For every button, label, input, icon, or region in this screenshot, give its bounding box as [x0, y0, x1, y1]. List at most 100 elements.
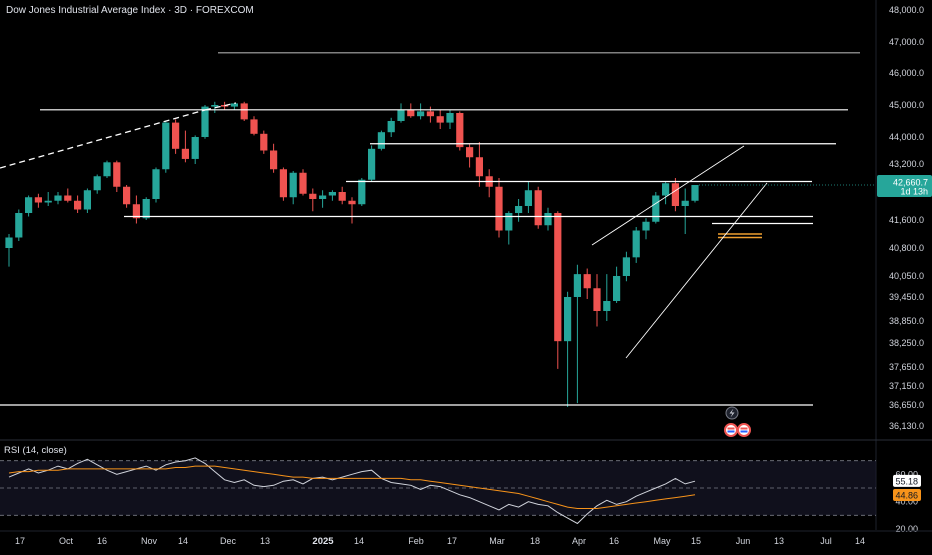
wedge-lower-line[interactable]: [625, 182, 768, 359]
candle-up[interactable]: [505, 213, 513, 231]
candle-down[interactable]: [64, 195, 72, 201]
candle-up[interactable]: [691, 185, 699, 201]
time-axis-label: Oct: [59, 536, 74, 546]
time-axis-label: 13: [774, 536, 784, 546]
candle-up[interactable]: [83, 190, 91, 210]
candle-down[interactable]: [583, 274, 591, 289]
candle-up[interactable]: [103, 162, 111, 177]
candle-up[interactable]: [201, 106, 209, 137]
price-axis-label: 39,450.0: [889, 292, 924, 302]
candle-up[interactable]: [632, 230, 640, 258]
candle-up[interactable]: [622, 257, 630, 276]
candle-up[interactable]: [397, 109, 405, 121]
rsi-ma-line[interactable]: [8, 465, 696, 509]
candle-up[interactable]: [319, 195, 327, 200]
candle-up[interactable]: [230, 103, 238, 107]
time-axis-label: May: [653, 536, 671, 546]
candle-up[interactable]: [564, 297, 572, 342]
candle-up[interactable]: [93, 176, 101, 191]
time-axis-label: 17: [447, 536, 457, 546]
rsi-axis-label: 40.00: [895, 497, 918, 507]
candle-up[interactable]: [544, 213, 552, 226]
candle-down[interactable]: [260, 133, 268, 151]
candle-up[interactable]: [515, 206, 523, 213]
candle-up[interactable]: [142, 199, 150, 219]
candle-up[interactable]: [328, 192, 336, 196]
candle-up[interactable]: [387, 121, 395, 133]
candle-down[interactable]: [240, 103, 248, 120]
flag-stripe: [740, 427, 748, 430]
time-axis-label: Jun: [736, 536, 751, 546]
candle-down[interactable]: [338, 192, 346, 201]
candle-down[interactable]: [132, 204, 140, 219]
price-axis-label: 40,050.0: [889, 271, 924, 281]
time-axis-label: Feb: [408, 536, 424, 546]
candle-down[interactable]: [554, 213, 562, 342]
candle-down[interactable]: [250, 119, 258, 134]
candle-down[interactable]: [172, 122, 180, 149]
candle-down[interactable]: [34, 197, 42, 203]
candle-up[interactable]: [191, 137, 199, 159]
rsi-axis-label: 60.00: [895, 469, 918, 479]
candle-down[interactable]: [407, 109, 415, 117]
candle-up[interactable]: [44, 200, 52, 203]
flag-icon[interactable]: [737, 423, 751, 437]
candle-down[interactable]: [495, 186, 503, 231]
candle-up[interactable]: [211, 105, 219, 107]
candle-up[interactable]: [162, 122, 170, 170]
candle-up[interactable]: [603, 301, 611, 311]
candle-down[interactable]: [181, 148, 189, 159]
time-axis-label: 14: [855, 536, 865, 546]
candle-up[interactable]: [613, 276, 621, 301]
candle-up[interactable]: [152, 169, 160, 199]
wedge-upper-line[interactable]: [591, 145, 745, 246]
candle-down[interactable]: [299, 172, 307, 194]
candle-down[interactable]: [466, 147, 474, 158]
candle-down[interactable]: [123, 186, 131, 205]
time-axis-label: 2025: [312, 536, 334, 547]
candle-up[interactable]: [5, 237, 13, 249]
candle-up[interactable]: [642, 221, 650, 231]
candle-up[interactable]: [358, 179, 366, 205]
candle-up[interactable]: [524, 190, 532, 206]
candle-down[interactable]: [113, 162, 121, 187]
candle-up[interactable]: [446, 113, 454, 123]
candle-down[interactable]: [74, 200, 82, 210]
candle-up[interactable]: [25, 197, 33, 213]
time-axis-label: Jul: [820, 536, 832, 546]
flag-icon[interactable]: [724, 423, 738, 437]
candle-down[interactable]: [671, 183, 679, 206]
dashed-trend-line[interactable]: [0, 109, 206, 169]
rsi-title: RSI (14, close): [4, 445, 67, 456]
rsi-line[interactable]: [8, 457, 696, 525]
countdown-value: 1d 13h: [900, 187, 928, 197]
candle-down[interactable]: [593, 288, 601, 311]
candle-down[interactable]: [270, 150, 278, 170]
candle-up[interactable]: [289, 172, 297, 198]
candle-down[interactable]: [309, 193, 317, 199]
candle-up[interactable]: [417, 111, 425, 117]
candle-down[interactable]: [456, 113, 464, 148]
candle-down[interactable]: [534, 190, 542, 226]
candle-up[interactable]: [15, 213, 23, 238]
time-axis-label: 16: [609, 536, 619, 546]
candle-up[interactable]: [54, 195, 62, 201]
dashed-trend-line[interactable]: [204, 102, 237, 111]
time-axis-label: 17: [15, 536, 25, 546]
price-axis-label: 36,130.0: [889, 421, 924, 431]
candle-down[interactable]: [436, 116, 444, 123]
candle-down[interactable]: [426, 111, 434, 117]
candle-up[interactable]: [662, 183, 670, 196]
candle-up[interactable]: [681, 200, 689, 206]
candle-up[interactable]: [652, 195, 660, 222]
candle-up[interactable]: [377, 132, 385, 149]
candle-down[interactable]: [475, 157, 483, 177]
time-axis-label: Dec: [220, 536, 237, 546]
candle-down[interactable]: [348, 200, 356, 205]
time-axis-label: 15: [691, 536, 701, 546]
candle-up[interactable]: [368, 148, 376, 180]
candle-down[interactable]: [279, 169, 287, 198]
candle-up[interactable]: [573, 274, 581, 297]
